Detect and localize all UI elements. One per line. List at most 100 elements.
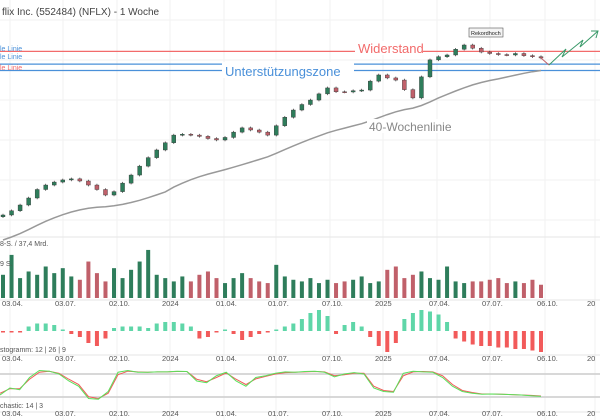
volume-bar [248,278,253,298]
volume-bar [69,276,74,298]
candle-body [436,56,441,61]
candle-body [359,89,364,92]
macd-bar [453,331,458,339]
candle [60,178,65,184]
candle-body [0,214,6,217]
candle [9,209,14,217]
macd-bar [427,311,432,331]
candle-body [393,77,399,81]
macd-label: stogramm: 12 | 26 | 9 [0,347,66,354]
macd-bar [325,316,330,331]
ma-label: 40-Wochenlinie [369,120,452,134]
candle-body [376,74,381,82]
x-tick-label: 01.07. [268,299,289,308]
x-tick-label: 06.10. [537,354,558,363]
x-tick-label: 03.07. [55,409,76,418]
candle [342,90,347,94]
candle [385,73,390,80]
candle [163,141,168,152]
volume-bar [137,261,142,298]
candle [197,133,202,138]
macd-bar [1,331,5,333]
macd-bar [9,331,14,333]
x-tick-label: 2024 [162,299,179,308]
macd-bar [462,331,467,342]
candle [205,135,211,140]
volume-bar [539,284,543,298]
macd-bar [291,323,296,331]
volume-bar [325,279,330,298]
candle-body [325,87,330,95]
candle-body [60,179,65,183]
candle-body [496,53,501,55]
x-tick-label: 20 [587,354,595,363]
candle [128,173,134,185]
candle [120,181,125,193]
projection-arrow [548,30,599,66]
candle-body [385,74,390,79]
candle-body [299,104,305,111]
volume-bar [462,283,467,298]
candle-body [137,165,142,176]
candle [34,188,40,200]
candle [419,75,424,100]
macd-bar [496,331,501,348]
volume-bar [402,278,407,298]
candle [188,132,194,137]
candle-body [248,127,253,131]
volume-bar [274,264,279,298]
macd-bar [419,310,424,331]
x-tick-label: 07.10. [322,409,343,418]
macd-bar [197,331,202,339]
macd-bar [445,322,450,331]
macd-bar [248,331,253,337]
macd-bar [334,331,339,334]
candle [299,103,305,112]
candle-body [368,80,373,91]
candle-body [154,149,159,158]
candle-body [419,76,424,99]
candle-body [402,79,407,90]
macd-bar [35,323,40,331]
macd-bar [146,328,151,331]
candle [180,132,185,137]
macd-bar [231,331,236,334]
candle [350,89,356,94]
macd-bar [112,328,117,331]
x-tick-label: 07.04. [429,354,450,363]
volume-bar [26,271,31,298]
macd-bar [487,331,492,346]
macd-bar [69,331,74,334]
macd-bar [274,329,279,331]
x-tick-label: 06.10. [537,409,558,418]
x-tick-label: 03.04. [2,299,23,308]
volume-bar [60,268,65,298]
record-label-box [468,27,504,38]
stoch-k-line [0,369,542,400]
candle-body [188,134,194,136]
candle [402,78,407,91]
volume-bar [393,266,398,298]
macd-bar [137,326,142,331]
macd-bar [163,322,168,331]
candle-body [34,189,40,199]
volume-bar [18,278,23,298]
volume-scale-label: 9 S. [0,261,13,268]
x-tick-label: 01.07. [268,409,289,418]
volume-bar [197,274,202,298]
candle-body [461,44,467,50]
volume-bar [35,274,40,298]
volume-bar [470,281,475,298]
candle-body [308,99,313,105]
volume-bar [334,283,339,298]
label-bg [355,41,423,55]
volume-bar [103,281,108,298]
x-tick-label: 2025 [375,409,392,418]
candle-body [171,134,176,143]
macd-bar [342,325,347,331]
volume-bar [521,283,526,298]
macd-bar [316,310,321,331]
volume-bar [163,278,168,298]
macd-bar [188,326,193,331]
